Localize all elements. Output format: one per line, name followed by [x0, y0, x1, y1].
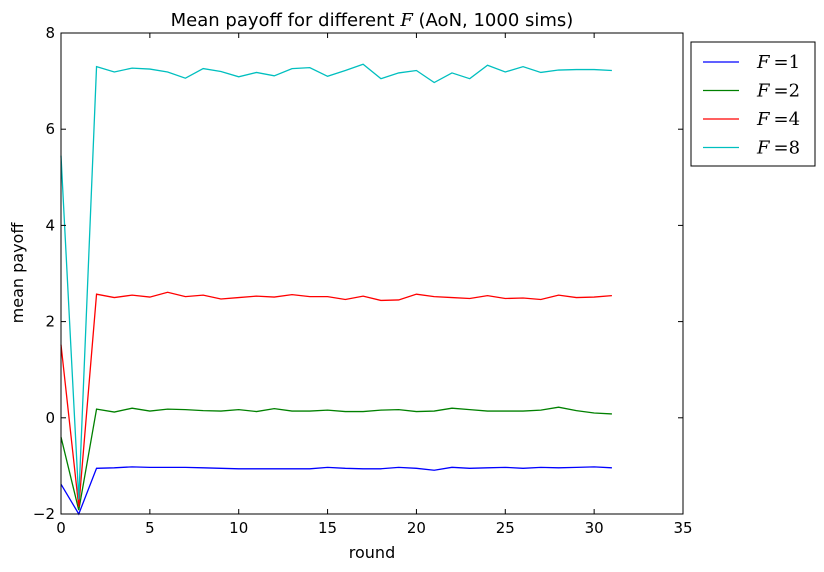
x-tick-label: 15	[318, 519, 337, 537]
series-line-f1	[60, 466, 612, 516]
series-line-f2	[60, 406, 612, 511]
series-line-f4	[60, 291, 612, 507]
legend-label-f2: F =2	[756, 81, 800, 102]
legend-label-f8: F =8	[756, 138, 800, 159]
legend-label-f4: F =4	[756, 109, 800, 130]
y-tick-label: 0	[45, 409, 55, 427]
y-tick-label: −2	[33, 505, 55, 523]
plot-series-group	[60, 63, 612, 516]
y-tick-label: 6	[45, 120, 55, 138]
plot-frame	[60, 32, 684, 515]
chart-title-prefix: Mean payoff for different	[171, 10, 401, 31]
x-tick-label: 35	[673, 519, 692, 537]
x-tick-label: 0	[56, 519, 66, 537]
x-axis-label: round	[349, 543, 395, 562]
legend: F =1 F =2 F =4 F =8	[690, 41, 816, 167]
x-tick-label: 20	[407, 519, 426, 537]
legend-frame	[690, 41, 816, 167]
chart-title: Mean payoff for different F (AoN, 1000 s…	[171, 10, 574, 31]
chart-title-suffix: (AoN, 1000 sims)	[413, 10, 574, 31]
y-tick-label: 2	[45, 313, 55, 331]
y-tick-label: 4	[45, 216, 55, 234]
chart-title-variable: F	[399, 10, 414, 31]
x-tick-label: 30	[585, 519, 604, 537]
x-tick-label: 5	[145, 519, 155, 537]
y-tick-label: 8	[45, 24, 55, 42]
y-axis-label: mean payoff	[8, 222, 27, 324]
series-line-f8	[60, 63, 612, 500]
x-tick-label: 25	[496, 519, 515, 537]
legend-label-f1: F =1	[756, 52, 800, 73]
x-tick-label: 10	[229, 519, 248, 537]
